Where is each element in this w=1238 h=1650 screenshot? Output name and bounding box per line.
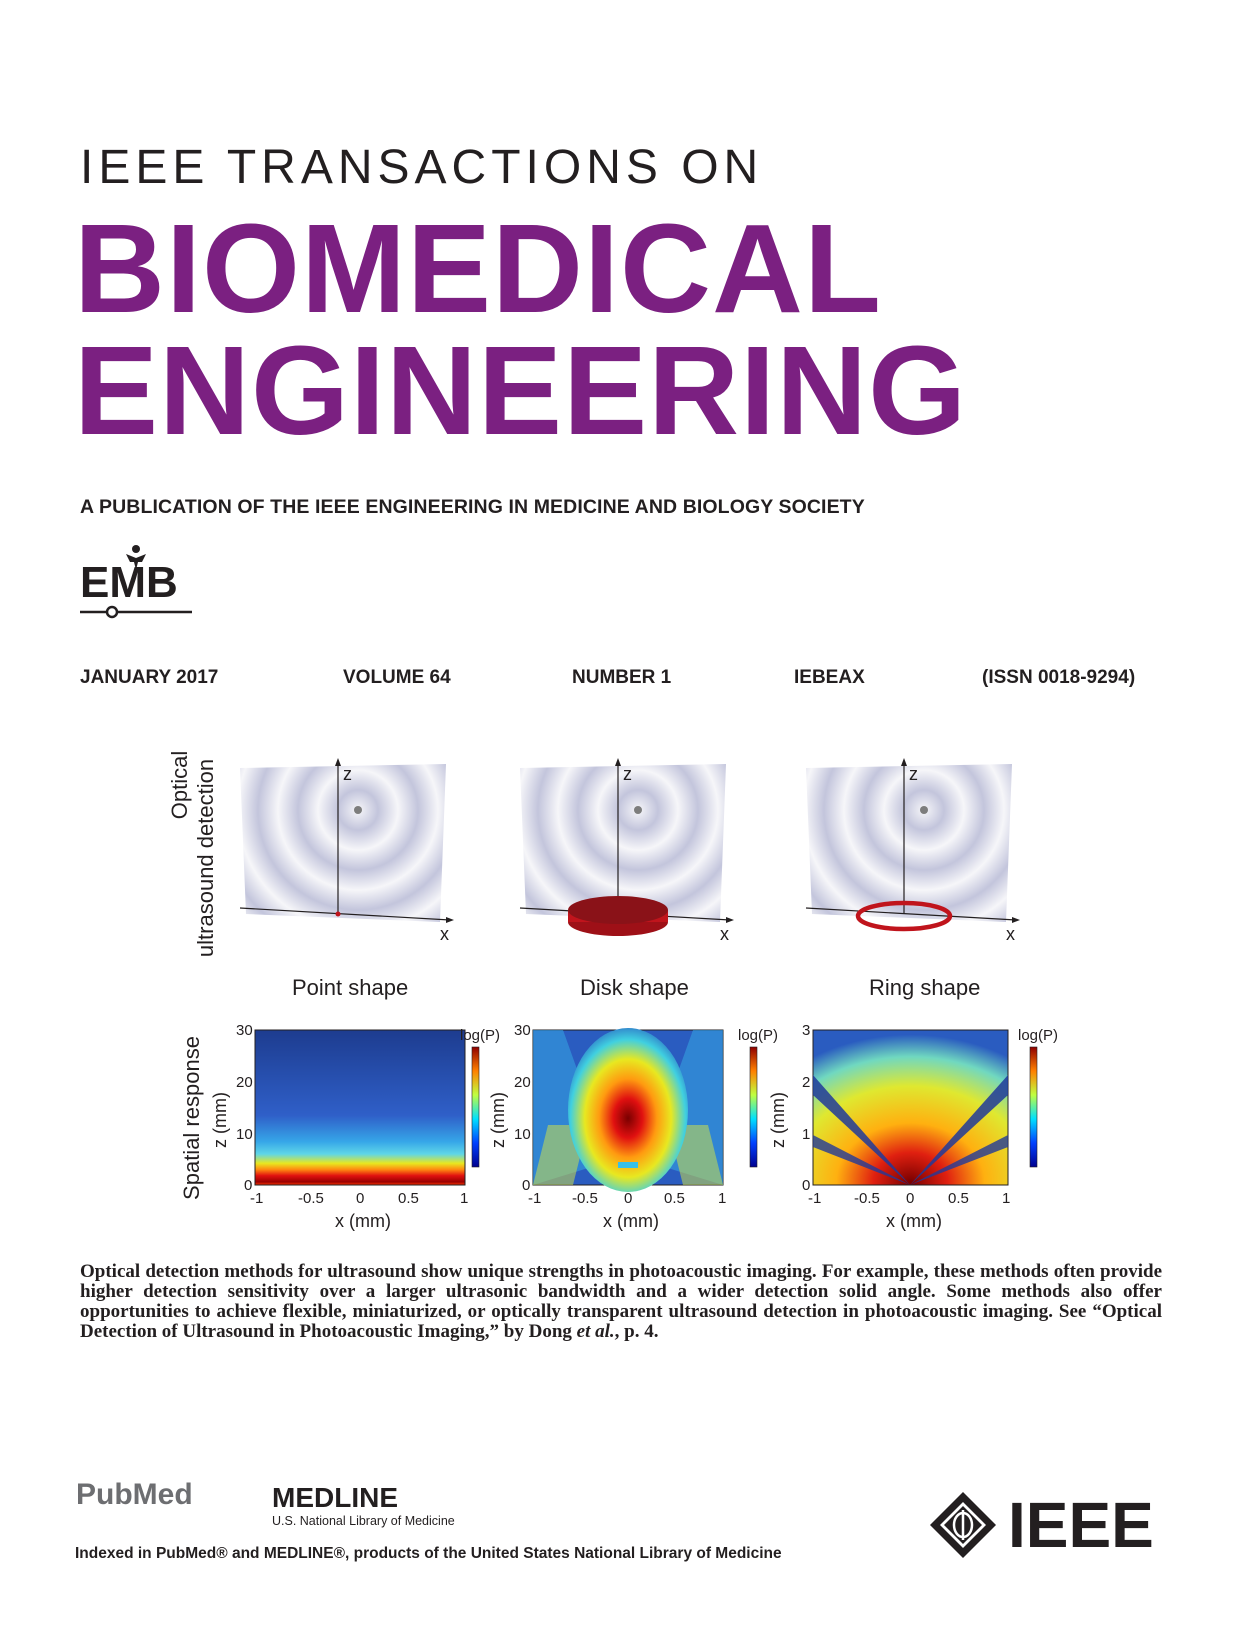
emb-logo-text: EMB [80,558,178,607]
x-tick: 0.5 [398,1190,419,1207]
axis-z-label: z [623,764,632,784]
journal-title-line1: BIOMEDICAL [74,198,882,339]
x-axis-label: x (mm) [603,1211,659,1231]
z-tick: 10 [514,1126,531,1143]
medline-logo: MEDLINE U.S. National Library of Medicin… [272,1482,455,1528]
point-response-plot: log(P) 30 20 10 0 -1 -0.5 0 0.5 1 x (mm)… [210,1022,500,1231]
x-tick: 0 [906,1190,914,1207]
indexed-statement: Indexed in PubMed® and MEDLINE®, product… [75,1545,782,1562]
y-axis-label: z (mm) [210,1092,230,1148]
x-tick: -1 [528,1190,541,1207]
x-tick: -1 [808,1190,821,1207]
ring-heatmap [812,1029,1009,1186]
colorbar [471,1046,480,1168]
row-label-ultrasound: ultrasound detection [193,748,218,968]
caption-end: , p. 4. [614,1321,659,1342]
x-tick: 0 [624,1190,632,1207]
x-axis-label: x (mm) [886,1211,942,1231]
z-tick: 30 [236,1022,253,1039]
x-tick: 1 [460,1190,468,1207]
z-tick: 20 [514,1074,531,1091]
ring-response-plot: log(P) 3 2 1 0 -1 -0.5 0 0.5 1 x (mm) z … [768,1022,1058,1231]
ieee-wordmark: IEEE [1008,1489,1154,1561]
x-tick: 0.5 [948,1190,969,1207]
point-heatmap [254,1029,466,1186]
row-label-optical-line2: ultrasound detection [193,758,218,958]
emb-logo: EMB [80,540,200,620]
point-shape-illustration: z x [240,758,454,944]
z-tick: 0 [522,1177,530,1194]
row-label-spatial: Spatial response [179,1028,204,1208]
pubmed-logo: PubMed [76,1478,193,1511]
medline-subtitle: U.S. National Library of Medicine [272,1514,455,1528]
z-tick: 10 [236,1126,253,1143]
row-label-optical-line1: Optical [167,750,192,820]
caption-text: Optical detection methods for ultrasound… [80,1261,1162,1342]
z-tick: 30 [514,1022,531,1039]
row-label-optical: Optical [167,710,192,860]
issue-coden: IEBEAX [794,667,865,688]
issue-issn: (ISSN 0018-9294) [982,667,1136,688]
x-tick: 1 [718,1190,726,1207]
disk-heatmap [568,1028,688,1192]
x-tick: 1 [1002,1190,1010,1207]
colorbar [1029,1046,1038,1168]
axis-x-label: x [440,924,449,944]
disk-response-plot: log(P) 30 20 10 0 -1 -0.5 0 0.5 1 x (mm)… [488,1022,778,1231]
cover-caption: Optical detection methods for ultrasound… [80,1262,1162,1342]
series-title: IEEE TRANSACTIONS ON [80,141,764,194]
x-tick: -0.5 [854,1190,880,1207]
issue-date: JANUARY 2017 [80,667,219,688]
y-axis-label: z (mm) [768,1092,788,1148]
caption-italic: et al. [576,1321,615,1342]
medline-title: MEDLINE [272,1482,398,1513]
colorbar-label: log(P) [738,1027,778,1044]
issue-number: NUMBER 1 [572,667,672,688]
z-tick: 0 [802,1177,810,1194]
z-tick: 20 [236,1074,253,1091]
panel-title-disk: Disk shape [580,975,689,1000]
wave-plane [240,764,446,922]
axis-z-label: z [343,764,352,784]
x-tick: 0.5 [664,1190,685,1207]
wave-plane [806,764,1012,922]
z-tick: 3 [802,1022,810,1039]
colorbar-label: log(P) [1018,1027,1058,1044]
x-tick: -0.5 [298,1190,324,1207]
ieee-diamond-icon [930,1492,996,1558]
colorbar [749,1046,758,1168]
row-label-spatial-text: Spatial response [179,1036,204,1200]
disk-shape-illustration: z x [519,758,734,944]
z-tick: 1 [802,1126,810,1143]
issue-volume: VOLUME 64 [343,667,451,688]
axis-x-label: x [1006,924,1015,944]
axis-z-label: z [909,764,918,784]
axis-x-label: x [720,924,729,944]
x-axis-label: x (mm) [335,1211,391,1231]
z-tick: 0 [244,1177,252,1194]
publication-line: A PUBLICATION OF THE IEEE ENGINEERING IN… [80,496,865,518]
ieee-logo: IEEE [928,1488,1154,1562]
x-tick: -0.5 [572,1190,598,1207]
y-axis-label: z (mm) [488,1092,508,1148]
journal-title-line2: ENGINEERING [74,320,968,461]
wave-plane [520,764,726,922]
spatial-response-plots: log(P) 30 20 10 0 -1 -0.5 0 0.5 1 x (mm)… [210,1022,1058,1231]
point-detector [335,911,341,917]
panel-title-ring: Ring shape [869,975,981,1000]
ring-detector [855,900,953,932]
x-tick: 0 [356,1190,364,1207]
detection-illustrations: z x z x z x [240,758,1020,944]
ring-shape-illustration: z x [805,758,1020,944]
panel-title-point: Point shape [292,975,409,1000]
colorbar-label: log(P) [460,1027,500,1044]
disk-detector [568,896,668,924]
x-tick: -1 [250,1190,263,1207]
z-tick: 2 [802,1074,810,1091]
